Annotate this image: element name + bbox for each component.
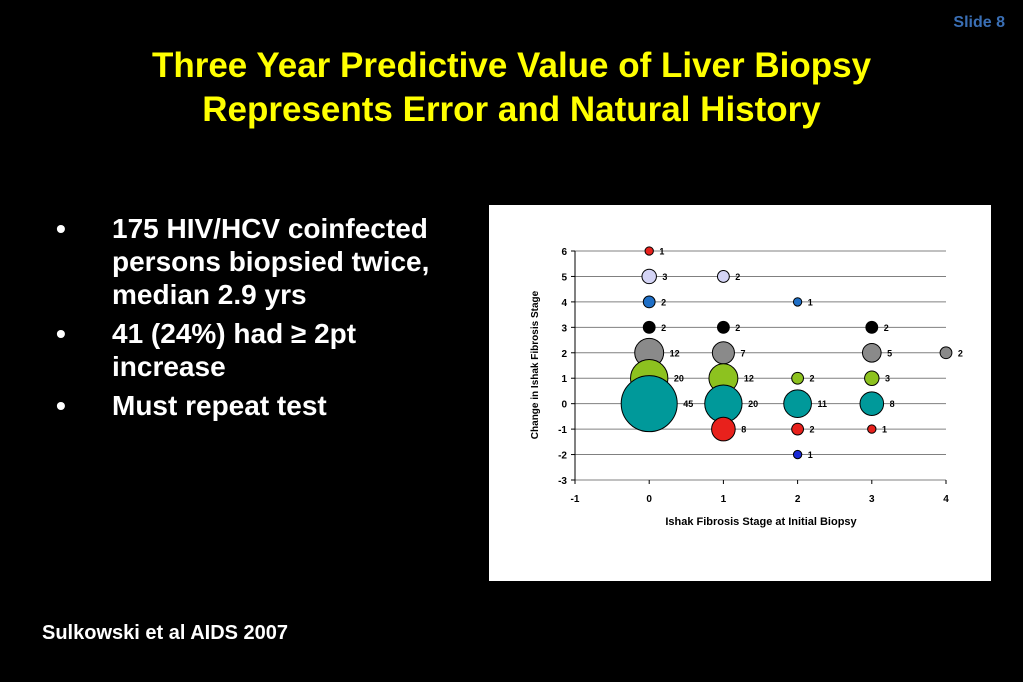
bubble: [791, 371, 805, 385]
bubbles: [620, 246, 953, 460]
slide-title: Three Year Predictive Value of Liver Bio…: [0, 44, 1023, 132]
bubble-count-label: 45: [683, 399, 693, 409]
bubble: [859, 391, 885, 416]
bubble-chart-panel: 6 5 4 3 2 1 0 -1 -2 -3 -1 0 1 2 3 4 1 3 2 2 1 2 2 2 12 7 5 2 20 12 2 3…: [489, 205, 991, 581]
y-tick-label: -1: [558, 425, 567, 436]
bubble: [642, 295, 656, 309]
x-tick-label: 4: [943, 494, 949, 505]
bubble: [711, 416, 736, 442]
y-tick-label: 6: [561, 247, 567, 258]
bubble-count-label: 2: [810, 425, 815, 435]
bubble-count-label: 2: [735, 272, 740, 282]
bubble-count-label: 8: [890, 399, 895, 409]
y-tick-label: 3: [561, 323, 567, 334]
x-tick-label: 0: [646, 494, 652, 505]
data-labels: 13 22 12 2 212 7 5 220 12 2 345 20 11 88 2 11: [659, 247, 963, 461]
bubble: [861, 342, 882, 363]
x-tick-label: -1: [571, 494, 580, 505]
y-tick-label: 4: [561, 298, 567, 309]
bubble-count-label: 12: [744, 374, 754, 384]
bubble: [644, 246, 654, 256]
y-tick-label: 2: [561, 349, 567, 360]
bubble: [939, 346, 953, 360]
bubble: [641, 268, 657, 285]
bullet-text: 175 HIV/HCV coinfected persons biopsied …: [112, 213, 430, 310]
bubble: [711, 341, 735, 365]
bubble-count-label: 7: [740, 348, 745, 358]
title-line-1: Three Year Predictive Value of Liver Bio…: [151, 46, 872, 85]
bubble: [864, 370, 880, 386]
bullet-marker: •: [56, 390, 66, 421]
y-tick-label: -2: [558, 451, 567, 462]
gridlines: [575, 250, 946, 481]
x-tick-label: 1: [721, 494, 727, 505]
bubble-count-label: 1: [808, 450, 813, 460]
bubble: [792, 297, 803, 307]
bubble-count-label: 2: [958, 348, 963, 358]
bubble-count-label: 8: [741, 425, 746, 435]
bullet-list: • 175 HIV/HCV coinfected persons biopsie…: [48, 212, 468, 428]
bubble-count-label: 2: [810, 374, 815, 384]
bubble: [791, 422, 805, 436]
bubble-count-label: 11: [817, 399, 827, 409]
bubble-count-label: 20: [674, 374, 684, 384]
bubble-count-label: 3: [662, 272, 667, 282]
x-axis-label: Ishak Fibrosis Stage at Initial Biopsy: [665, 516, 857, 528]
bubble: [783, 389, 812, 419]
bubble: [865, 320, 879, 334]
bubble-count-label: 3: [885, 374, 890, 384]
bubble-count-label: 5: [887, 348, 892, 358]
x-tick-label: 2: [795, 494, 801, 505]
bullet-item: • 41 (24%) had ≥ 2pt increase: [48, 317, 468, 383]
y-tick-label: 5: [561, 272, 567, 283]
bubble-count-label: 20: [748, 399, 758, 409]
bullet-item: • 175 HIV/HCV coinfected persons biopsie…: [48, 212, 468, 311]
bullet-item: • Must repeat test: [48, 389, 468, 422]
y-tick-label: -3: [558, 476, 567, 487]
bullet-text: Must repeat test: [112, 390, 327, 421]
bubble: [620, 375, 678, 433]
bubble: [716, 320, 730, 334]
bullet-marker: •: [56, 318, 66, 349]
bubble-count-label: 12: [670, 348, 680, 358]
x-tick-label: 3: [869, 494, 875, 505]
y-tick-label: 1: [561, 374, 567, 385]
bubble: [642, 320, 656, 334]
bubble: [867, 424, 877, 434]
bubble-count-label: 2: [735, 323, 740, 333]
bullet-text: 41 (24%) had ≥ 2pt increase: [112, 318, 357, 382]
bubble: [704, 384, 743, 423]
bubble-count-label: 2: [661, 297, 666, 307]
bubble-count-label: 1: [882, 425, 887, 435]
y-tick-label: 0: [561, 400, 567, 411]
bubble: [716, 270, 730, 283]
bubble-count-label: 2: [661, 323, 666, 333]
bubble-count-label: 2: [884, 323, 889, 333]
title-line-2: Represents Error and Natural History: [202, 90, 821, 129]
y-axis-label: Change in Ishak Fibrosis Stage: [530, 290, 541, 439]
citation: Sulkowski et al AIDS 2007: [42, 622, 289, 644]
bubble-count-label: 1: [659, 247, 664, 257]
slide-number: Slide 8: [953, 14, 1005, 31]
bullet-marker: •: [56, 213, 66, 244]
bubble: [792, 449, 803, 460]
bubble-count-label: 1: [808, 297, 813, 307]
